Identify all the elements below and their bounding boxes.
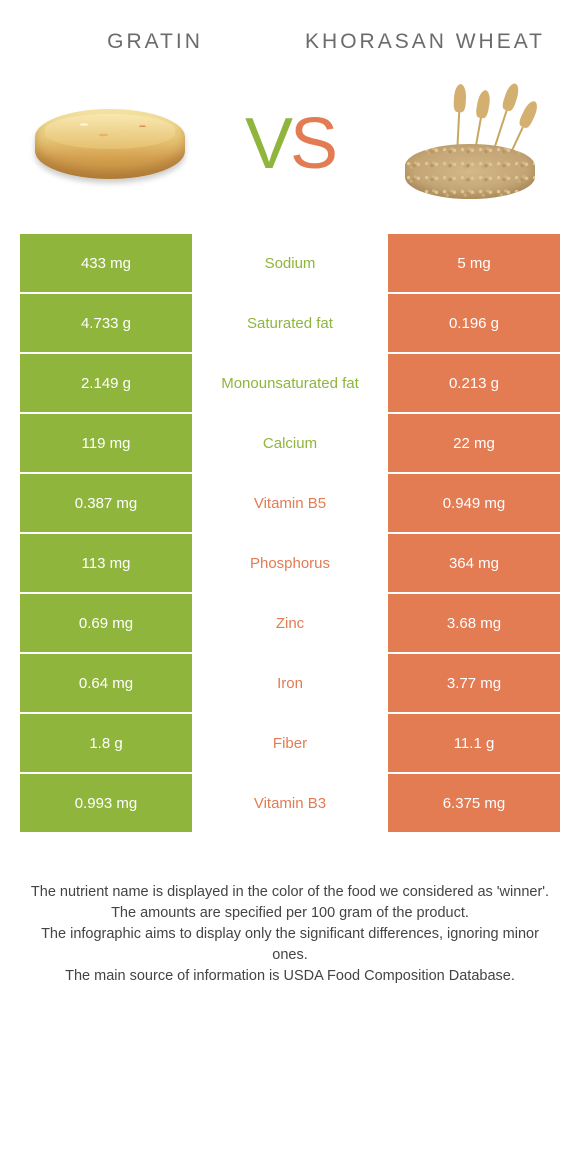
table-row: 0.69 mgZinc3.68 mg	[20, 594, 560, 652]
table-row: 2.149 gMonounsaturated fat0.213 g	[20, 354, 560, 412]
table-row: 113 mgPhosphorus364 mg	[20, 534, 560, 592]
table-row: 0.993 mgVitamin B36.375 mg	[20, 774, 560, 832]
table-row: 0.64 mgIron3.77 mg	[20, 654, 560, 712]
right-value: 0.213 g	[388, 354, 560, 412]
left-value: 0.387 mg	[20, 474, 192, 532]
nutrient-name: Zinc	[192, 594, 388, 652]
table-row: 433 mgSodium5 mg	[20, 234, 560, 292]
right-value: 11.1 g	[388, 714, 560, 772]
footer-line: The amounts are specified per 100 gram o…	[30, 903, 550, 924]
table-row: 119 mgCalcium22 mg	[20, 414, 560, 472]
right-value: 364 mg	[388, 534, 560, 592]
left-value: 113 mg	[20, 534, 192, 592]
header: GRATIN KHORASAN WHEAT	[0, 0, 580, 74]
left-value: 1.8 g	[20, 714, 192, 772]
footer-notes: The nutrient name is displayed in the co…	[0, 882, 580, 987]
right-value: 3.77 mg	[388, 654, 560, 712]
right-value: 0.196 g	[388, 294, 560, 352]
footer-line: The nutrient name is displayed in the co…	[30, 882, 550, 903]
nutrient-name: Saturated fat	[192, 294, 388, 352]
wheat-image	[390, 84, 550, 204]
left-value: 119 mg	[20, 414, 192, 472]
table-row: 0.387 mgVitamin B50.949 mg	[20, 474, 560, 532]
nutrient-name: Sodium	[192, 234, 388, 292]
footer-line: The infographic aims to display only the…	[30, 924, 550, 966]
left-value: 0.69 mg	[20, 594, 192, 652]
nutrient-name: Calcium	[192, 414, 388, 472]
footer-line: The main source of information is USDA F…	[30, 966, 550, 987]
right-value: 22 mg	[388, 414, 560, 472]
left-value: 4.733 g	[20, 294, 192, 352]
right-value: 5 mg	[388, 234, 560, 292]
table-row: 1.8 gFiber11.1 g	[20, 714, 560, 772]
left-food-title: GRATIN	[20, 30, 290, 54]
comparison-table: 433 mgSodium5 mg4.733 gSaturated fat0.19…	[20, 234, 560, 832]
nutrient-name: Vitamin B5	[192, 474, 388, 532]
left-value: 433 mg	[20, 234, 192, 292]
left-value: 0.993 mg	[20, 774, 192, 832]
images-row: VS	[0, 74, 580, 234]
nutrient-name: Fiber	[192, 714, 388, 772]
nutrient-name: Iron	[192, 654, 388, 712]
right-value: 0.949 mg	[388, 474, 560, 532]
left-value: 2.149 g	[20, 354, 192, 412]
gratin-image	[30, 84, 190, 204]
right-food-title: KHORASAN WHEAT	[290, 30, 560, 54]
right-value: 6.375 mg	[388, 774, 560, 832]
table-row: 4.733 gSaturated fat0.196 g	[20, 294, 560, 352]
nutrient-name: Phosphorus	[192, 534, 388, 592]
nutrient-name: Vitamin B3	[192, 774, 388, 832]
left-value: 0.64 mg	[20, 654, 192, 712]
s-letter: S	[290, 104, 335, 184]
v-letter: V	[245, 104, 290, 184]
vs-label: VS	[245, 103, 335, 185]
nutrient-name: Monounsaturated fat	[192, 354, 388, 412]
right-value: 3.68 mg	[388, 594, 560, 652]
